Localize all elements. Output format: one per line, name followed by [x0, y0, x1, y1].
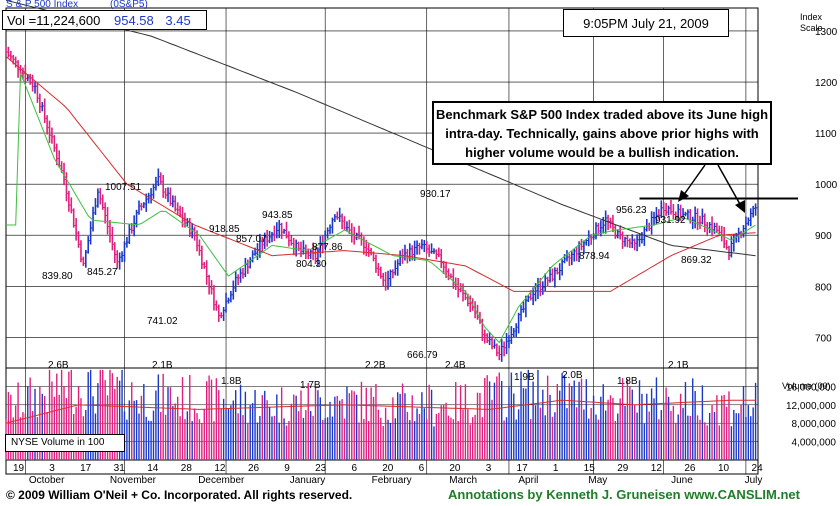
volume-annotation: 1.7B [300, 380, 321, 391]
date-tick-label: 24 [752, 463, 764, 474]
date-tick-label: 1 [553, 463, 559, 474]
price-annotation: 845.27 [87, 267, 118, 278]
date-tick-label: 20 [382, 463, 394, 474]
date-tick-label: 28 [181, 463, 193, 474]
arrow-head [678, 190, 689, 202]
annotation-box: Benchmark S&P 500 Index traded above its… [432, 101, 772, 165]
date-axis-strip [5, 459, 759, 475]
price-annotation: 666.79 [407, 350, 438, 361]
date-tick-label: 31 [114, 463, 126, 474]
date-tick-label: 15 [584, 463, 596, 474]
date-tick-label: 6 [351, 463, 357, 474]
price-annotation: 918.85 [209, 224, 240, 235]
date-tick-label: 23 [315, 463, 327, 474]
volume-annotation: 2.1B [668, 360, 689, 371]
month-label: December [198, 475, 245, 486]
price-tick-label: 1000 [815, 180, 838, 191]
change-readout: 3.45 [165, 13, 191, 28]
price-annotation: 839.80 [42, 271, 73, 282]
volume-annotation: 1.9B [514, 372, 535, 383]
volume-tick-label: 4,000,000 [792, 438, 837, 449]
price-tick-label: 1200 [815, 78, 838, 89]
price-annotation: 857.07 [236, 234, 267, 245]
volume-annotation: 1.8B [617, 376, 638, 387]
month-label: January [290, 475, 326, 486]
date-tick-label: 19 [13, 463, 25, 474]
date-tick-label: 29 [617, 463, 629, 474]
price-tick-label: 900 [815, 231, 832, 242]
month-label: February [372, 475, 412, 486]
date-tick-label: 3 [49, 463, 55, 474]
date-tick-label: 20 [449, 463, 461, 474]
volume-readout: Vol =11,224,600 [7, 13, 101, 28]
month-label: October [29, 475, 65, 486]
arrow-head [735, 200, 745, 213]
price-annotation: 931.92 [655, 215, 686, 226]
price-axis-label: Index [800, 12, 823, 22]
date-tick-label: 12 [214, 463, 226, 474]
arrow-shaft [717, 164, 742, 207]
volume-axis-label: Volume (00) [782, 381, 831, 391]
month-label: June [671, 475, 693, 486]
date-tick-label: 26 [684, 463, 696, 474]
ma200-line [5, 0, 756, 257]
index-symbol: (0S&P5) [110, 0, 148, 10]
price-annotation: 956.23 [616, 205, 647, 216]
price-annotation: 877.86 [312, 242, 343, 253]
date-tick-label: 14 [147, 463, 159, 474]
month-label: March [449, 475, 477, 486]
date-tick-label: 9 [284, 463, 290, 474]
date-tick-label: 17 [80, 463, 92, 474]
volume-annotation: 2.2B [365, 360, 386, 371]
date-tick-label: 26 [248, 463, 260, 474]
arrow-shaft [682, 164, 706, 197]
date-tick-label: 17 [517, 463, 529, 474]
timestamp-box: 9:05PM July 21, 2009 [563, 9, 729, 37]
annotation-credits: Annotations by Kenneth J. Gruneisen www.… [448, 487, 800, 502]
price-readout: 954.58 [114, 13, 154, 28]
volume-tick-label: 8,000,000 [792, 419, 837, 430]
month-label: April [518, 475, 538, 486]
price-annotation: 741.02 [147, 316, 178, 327]
volume-tick-label: 12,000,000 [786, 401, 836, 412]
volume-annotation: 2.4B [445, 360, 466, 371]
copyright-text: © 2009 William O'Neil + Co. Incorporated… [6, 488, 353, 502]
ma50-line [5, 56, 756, 292]
price-axis-label: Scale [800, 23, 823, 33]
volume-tick-label: 16,000,000 [786, 382, 836, 393]
date-tick-label: 10 [718, 463, 730, 474]
price-panel [5, 7, 759, 369]
index-title: S & P 500 Index [6, 0, 79, 10]
date-tick-label: 12 [651, 463, 663, 474]
price-annotation: 930.17 [420, 189, 451, 200]
price-annotation: 869.32 [681, 255, 712, 266]
month-label: November [110, 475, 157, 486]
price-annotation: 804.30 [296, 259, 327, 270]
price-tick-label: 700 [815, 333, 832, 344]
volume-panel-label: NYSE Volume in 100 [5, 434, 125, 452]
volume-ma-line [5, 399, 756, 424]
volume-annotation: 2.0B [562, 370, 583, 381]
price-annotation: 878.94 [579, 251, 610, 262]
price-tick-label: 1100 [815, 129, 837, 140]
ma10-line [6, 72, 756, 344]
date-tick-label: 3 [486, 463, 492, 474]
month-label: May [588, 475, 607, 486]
price-annotation: 943.85 [262, 210, 293, 221]
price-annotation: 1007.51 [105, 182, 142, 193]
quote-header: Vol =11,224,600 954.58 3.45 [2, 10, 207, 30]
month-label: July [745, 475, 763, 486]
volume-annotation: 1.8B [221, 376, 242, 387]
volume-annotation: 2.6B [48, 360, 69, 371]
date-tick-label: 6 [419, 463, 425, 474]
volume-annotation: 2.1B [152, 360, 173, 371]
price-tick-label: 1300 [815, 27, 838, 38]
price-tick-label: 800 [815, 282, 832, 293]
